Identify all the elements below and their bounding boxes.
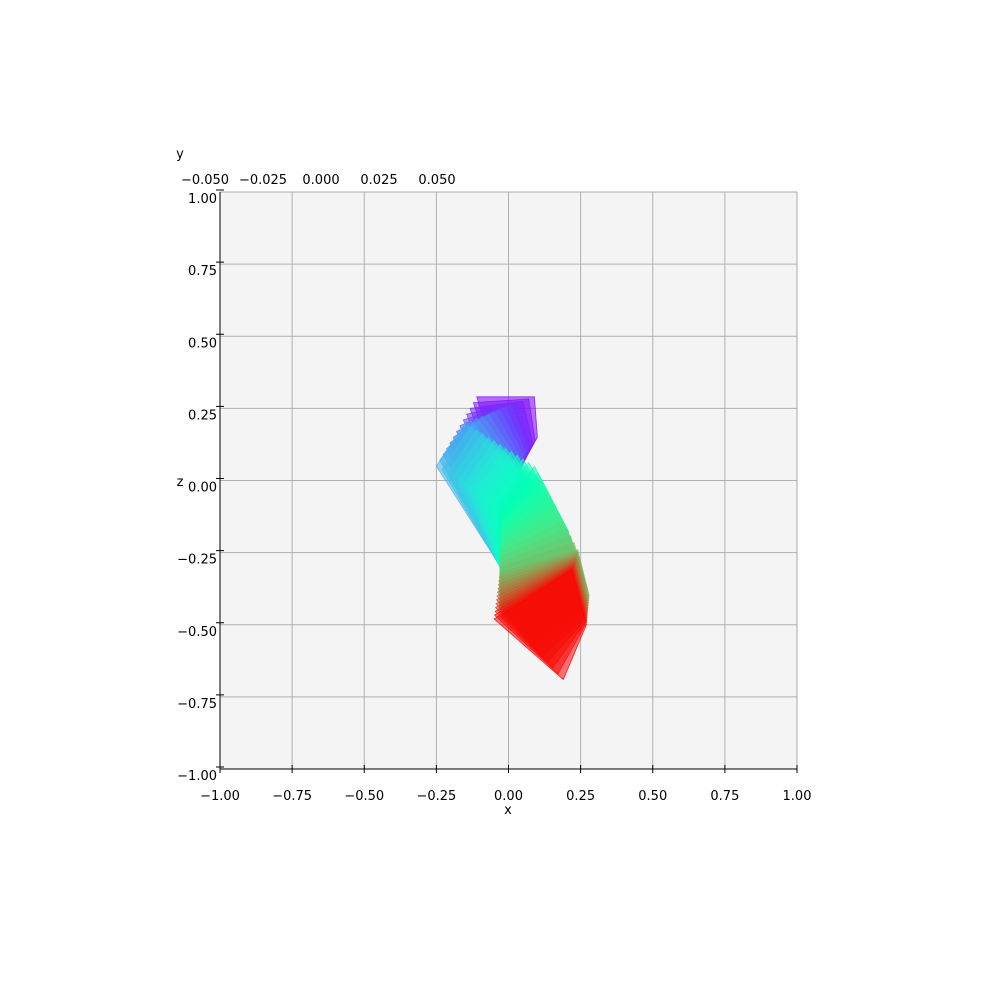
z-tick-label: 0.75 (188, 264, 217, 279)
ticks: −1.00 1.00 −0.75 0.75 −0.50 0.50 −0.25 0.25 0.00… (177, 173, 811, 804)
y-tick-label: −0.050 (181, 173, 229, 188)
x-tick-label: 0.00 (494, 789, 523, 804)
z-tick-label: −0.75 (177, 697, 217, 712)
x-tick-label: −0.75 (272, 789, 312, 804)
z-tick-label: −0.25 (177, 553, 217, 568)
x-tick-label: −1.00 (200, 789, 240, 804)
x-tick-label: 0.50 (638, 789, 667, 804)
z-tick-label: −1.00 (177, 769, 217, 784)
x-axis-label: x (504, 803, 512, 818)
x-tick-label: 0.75 (710, 789, 739, 804)
z-tick-label: 0.50 (188, 336, 217, 351)
polygon-sweep (435, 396, 590, 681)
x-tick-label: −0.50 (344, 789, 384, 804)
z-tick-label: −0.50 (177, 625, 217, 640)
y-tick-label: 0.000 (302, 173, 339, 188)
y-tick-label: 0.025 (360, 173, 397, 188)
z-axis-label: z (177, 475, 184, 490)
y-tick-label: 0.050 (418, 173, 455, 188)
z-tick-label: 0.25 (188, 408, 217, 423)
sweep-polygon (493, 569, 587, 681)
z-tick-label: 0.00 (188, 481, 217, 496)
x-tick-label: −0.25 (416, 789, 456, 804)
y-tick-label: −0.025 (239, 173, 287, 188)
x-tick-label: 1.00 (783, 789, 812, 804)
y-axis-label: y (176, 147, 184, 162)
x-tick-label: 0.25 (566, 789, 595, 804)
z-tick-label: 1.00 (188, 192, 217, 207)
